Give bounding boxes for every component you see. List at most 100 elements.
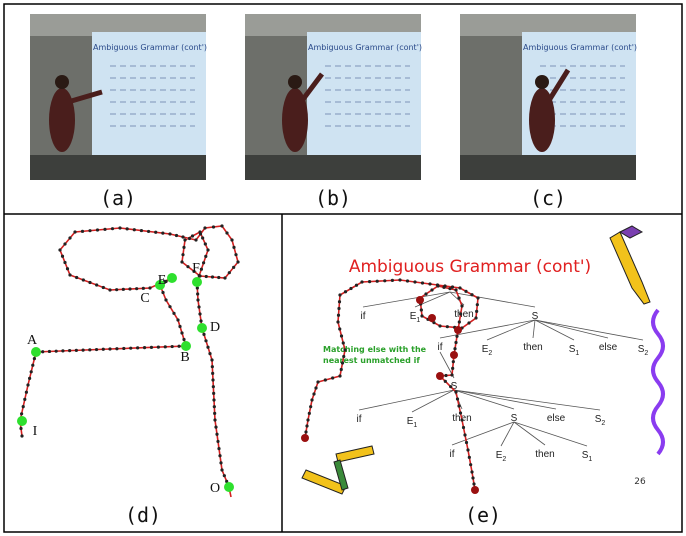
trajectory-dot	[30, 370, 33, 373]
caption: (b)	[315, 186, 351, 210]
trajectory-dot	[468, 456, 471, 459]
trajectory-dot	[200, 268, 203, 271]
key-point	[454, 326, 462, 334]
key-point	[192, 277, 202, 287]
trajectory-dot	[73, 230, 76, 233]
trajectory-dot	[406, 279, 409, 282]
trajectory-dot	[343, 348, 346, 351]
trajectory-dot	[230, 238, 233, 241]
trajectory-dot	[338, 374, 341, 377]
node-label: S	[511, 413, 518, 424]
trajectory-dot	[196, 292, 199, 295]
trajectory-dot	[446, 325, 449, 328]
trajectory-dot	[96, 228, 99, 231]
node-label: S	[532, 311, 539, 322]
node-subscript: 1	[588, 456, 592, 463]
trajectory-dot	[476, 303, 479, 306]
key-point	[31, 347, 41, 357]
key-point	[471, 486, 479, 494]
trajectory-dot	[33, 357, 36, 360]
trajectory-dot	[349, 287, 352, 290]
trajectory-dot	[458, 320, 461, 323]
node-subscript: 2	[644, 350, 648, 357]
photo-slide-title: Ambiguous Grammar (cont')	[523, 43, 637, 52]
trajectory-dot	[63, 261, 66, 264]
tree-node: then	[454, 309, 473, 320]
trajectory-dot	[81, 230, 84, 233]
page-number: 26	[634, 477, 646, 487]
trajectory-dot	[133, 228, 136, 231]
node-label: then	[535, 449, 554, 460]
trajectory-dot	[340, 334, 343, 337]
node-subscript: 1	[416, 317, 420, 324]
trajectory-dot	[436, 284, 439, 287]
node-label: else	[599, 342, 618, 353]
trajectory-dot	[424, 292, 427, 295]
trajectory-dot	[340, 368, 343, 371]
trajectory-dot	[204, 339, 207, 342]
trajectory-dot	[206, 248, 209, 251]
trajectory-dot	[471, 476, 474, 479]
point-label: F	[192, 261, 200, 276]
trajectory-dot	[234, 253, 237, 256]
trajectory-dot	[338, 300, 341, 303]
trajectory-dot	[454, 390, 457, 393]
trajectory-dot	[211, 372, 214, 375]
trajectory-dot	[223, 474, 226, 477]
tree-node: then	[535, 449, 554, 460]
trajectory-dot	[444, 374, 447, 377]
trajectory-dot	[212, 398, 215, 401]
trajectory-dot	[360, 280, 363, 283]
trajectory-dot	[213, 412, 216, 415]
trajectory-dot	[108, 288, 111, 291]
trajectory-dot	[476, 296, 479, 299]
trajectory-dot	[188, 237, 191, 240]
trajectory-dot	[122, 347, 125, 350]
trajectory-dot	[25, 391, 28, 394]
trajectory-dot	[456, 397, 459, 400]
trajectory-dot	[147, 230, 150, 233]
trajectory-dot	[453, 347, 456, 350]
trajectory-dot	[31, 364, 34, 367]
tree-node: then	[523, 342, 542, 353]
trajectory-dot	[474, 316, 477, 319]
trajectory-dot	[217, 447, 220, 450]
trajectory-dot	[198, 230, 201, 233]
trajectory-dot	[82, 278, 85, 281]
trajectory-dot	[459, 312, 462, 315]
node-label: if	[450, 449, 455, 460]
trajectory-dot	[61, 349, 64, 352]
trajectory-dot	[81, 348, 84, 351]
trajectory-dot	[305, 424, 308, 427]
trajectory-dot	[228, 271, 231, 274]
trajectory-dot	[210, 358, 213, 361]
trajectory-dot	[428, 282, 431, 285]
trajectory-dot	[306, 418, 309, 421]
trajectory-dot	[213, 405, 216, 408]
trajectory-dot	[88, 348, 91, 351]
trajectory-dot	[336, 320, 339, 323]
trajectory-dot	[464, 290, 467, 293]
trajectory-dot	[342, 341, 345, 344]
photo-slide-title: Ambiguous Grammar (cont')	[93, 43, 207, 52]
trajectory-dot	[196, 298, 199, 301]
key-point	[17, 416, 27, 426]
trajectory-dot	[129, 347, 132, 350]
trajectory-dot	[161, 232, 164, 235]
point-label: C	[140, 291, 149, 306]
trajectory-dot	[202, 333, 205, 336]
tree-node: S	[511, 413, 518, 424]
head	[535, 75, 549, 89]
caption: (c)	[530, 186, 566, 210]
trajectory-dot	[68, 349, 71, 352]
trajectory-dot	[454, 288, 457, 291]
key-point	[450, 351, 458, 359]
trajectory-dot	[472, 482, 475, 485]
trajectory-dot	[438, 324, 441, 327]
trajectory-dot	[171, 345, 174, 348]
trajectory-dot	[161, 291, 164, 294]
trajectory-dot	[205, 275, 208, 278]
trajectory-dot	[61, 255, 64, 258]
tree-node: else	[599, 342, 618, 353]
trajectory-dot	[420, 314, 423, 317]
